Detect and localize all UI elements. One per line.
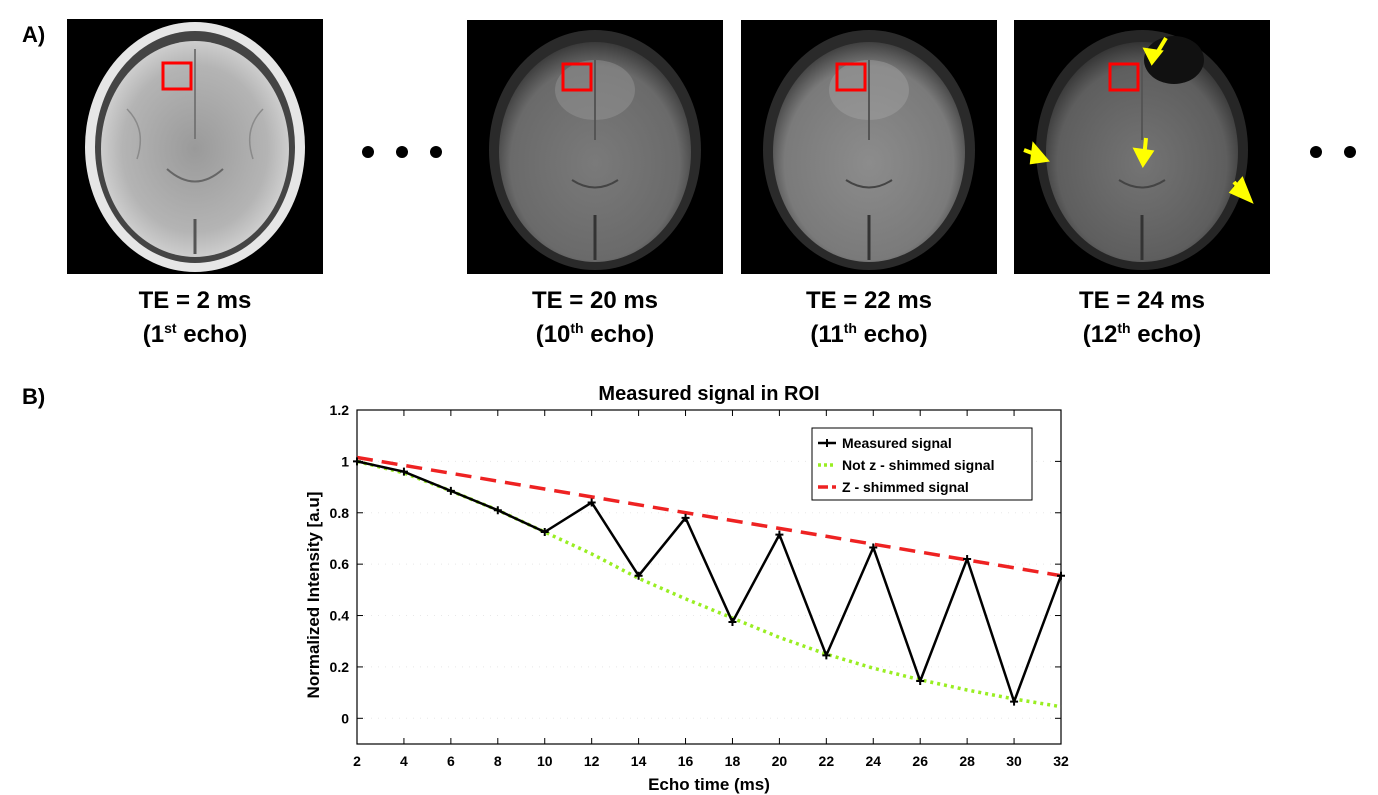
x-tick-label: 24 — [865, 753, 881, 769]
x-tick-label: 16 — [678, 753, 694, 769]
caption-te: TE = 2 ms — [138, 287, 252, 314]
x-tick-label: 12 — [584, 753, 600, 769]
series-point — [353, 457, 361, 466]
x-tick-label: 6 — [447, 753, 455, 769]
caption-te: TE = 22 ms — [805, 287, 933, 314]
caption-echo-1: TE = 2 ms (1st echo) — [67, 284, 323, 352]
series-point — [681, 513, 690, 522]
caption-echo-12: TE = 24 ms (12th echo) — [1014, 284, 1270, 352]
legend-label: Not z - shimmed signal — [842, 457, 994, 473]
artifact-arrows — [1023, 36, 1254, 204]
series-point — [963, 555, 972, 564]
legend-label: Z - shimmed signal — [842, 479, 969, 495]
caption-echo: (1st echo) — [142, 320, 248, 348]
x-tick-label: 26 — [912, 753, 928, 769]
mri-image-echo-12 — [1014, 20, 1270, 274]
series-point — [493, 506, 502, 515]
y-tick-label: 0.2 — [330, 659, 350, 675]
chart-ylabel: Normalized Intensity [a.u] — [304, 492, 323, 699]
caption-te: TE = 20 ms — [531, 287, 659, 314]
x-tick-label: 14 — [631, 753, 647, 769]
series-point — [634, 571, 643, 580]
ellipsis-dots-left — [362, 146, 442, 158]
y-tick-label: 1 — [341, 453, 349, 469]
caption-te: TE = 24 ms — [1078, 287, 1206, 314]
x-tick-label: 22 — [819, 753, 835, 769]
mri-image-echo-11 — [741, 20, 997, 274]
series-point — [1010, 697, 1019, 706]
caption-echo: (12th echo) — [1082, 320, 1202, 348]
chart-title: Measured signal in ROI — [598, 383, 819, 405]
chart-xlabel: Echo time (ms) — [648, 775, 770, 794]
x-tick-label: 32 — [1053, 753, 1069, 769]
caption-echo-11: TE = 22 ms (11th echo) — [741, 284, 997, 352]
mri-image-echo-1 — [67, 19, 323, 274]
series-point — [916, 677, 925, 686]
mri-image-echo-10 — [467, 20, 723, 274]
x-tick-label: 20 — [772, 753, 788, 769]
series-line-2 — [356, 455, 1062, 578]
series-point — [1057, 571, 1065, 580]
y-tick-label: 0 — [341, 710, 349, 726]
legend-label: Measured signal — [842, 435, 952, 451]
x-tick-label: 18 — [725, 753, 741, 769]
series-point — [399, 467, 408, 476]
panel-a-label: A) — [22, 22, 46, 47]
ellipsis-dots-right — [1310, 146, 1378, 158]
y-tick-label: 0.4 — [330, 608, 350, 624]
roi-box — [161, 61, 193, 91]
x-tick-label: 4 — [400, 753, 408, 769]
series-point — [728, 617, 737, 626]
signal-chart: Measured signal in ROI Echo time (ms) No… — [304, 383, 1069, 794]
x-tick-label: 30 — [1006, 753, 1022, 769]
x-tick-label: 8 — [494, 753, 502, 769]
caption-echo: (10th echo) — [535, 320, 655, 348]
legend-box — [811, 427, 1033, 501]
x-tick-label: 2 — [353, 753, 361, 769]
x-tick-label: 28 — [959, 753, 975, 769]
panel-b-label: B) — [22, 384, 46, 409]
y-tick-label: 0.8 — [330, 505, 350, 521]
x-tick-label: 10 — [537, 753, 553, 769]
y-tick-label: 0.6 — [330, 556, 350, 572]
series-point — [587, 498, 596, 507]
y-tick-label: 1.2 — [330, 402, 350, 418]
series-line-0 — [356, 460, 1063, 706]
series-point — [775, 530, 784, 539]
series-point — [869, 543, 878, 552]
caption-echo-10: TE = 20 ms (10th echo) — [467, 284, 723, 352]
series-point — [822, 651, 831, 660]
series-point — [540, 528, 549, 537]
series-point — [446, 486, 455, 495]
legend-marker — [823, 439, 831, 447]
caption-echo: (11th echo) — [810, 320, 928, 348]
